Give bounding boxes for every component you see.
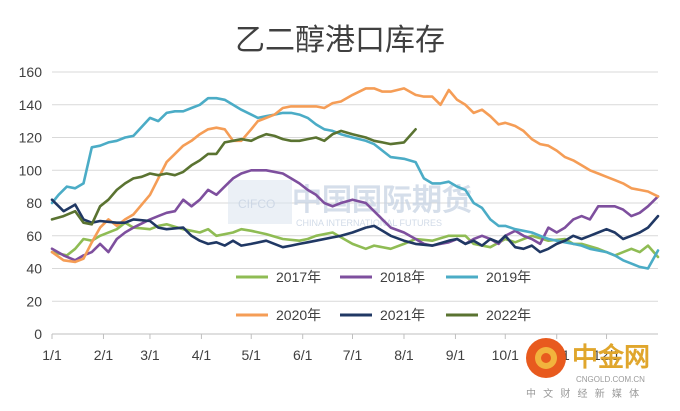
legend-label: 2020年: [276, 307, 321, 323]
x-tick-label: 10/1: [492, 347, 519, 363]
y-tick-label: 100: [19, 162, 43, 178]
legend-label: 2017年: [276, 269, 321, 285]
y-tick-label: 80: [26, 195, 42, 211]
x-tick-label: 12/1: [593, 347, 620, 363]
y-tick-label: 120: [19, 130, 43, 146]
x-tick-label: 2/1: [94, 347, 114, 363]
x-tick-label: 1/1: [42, 347, 62, 363]
series-line-2022年: [50, 128, 417, 226]
series-line-2017年: [50, 221, 660, 259]
x-tick-label: 4/1: [192, 347, 212, 363]
x-tick-label: 3/1: [140, 347, 160, 363]
y-tick-label: 140: [19, 97, 43, 113]
y-tick-label: 40: [26, 261, 42, 277]
cifco-chinese: 中国国际期货: [292, 183, 472, 218]
x-tick-label: 9/1: [446, 347, 466, 363]
y-tick-label: 0: [34, 326, 42, 342]
y-tick-label: 160: [19, 64, 43, 80]
x-tick-label: 7/1: [343, 347, 363, 363]
watermark-cifco: CIFCO 中国国际期货 CHINA INTERNATIONAL FUTURES: [228, 180, 472, 228]
y-tick-label: 20: [26, 293, 42, 309]
series-line-2021年: [50, 198, 660, 254]
legend-label: 2022年: [486, 307, 531, 323]
x-tick-label: 6/1: [293, 347, 313, 363]
chart-title: 乙二醇港口库存: [235, 23, 445, 58]
series-line-2018年: [50, 169, 660, 262]
watermark-cngold: 中金网 CNGOLD.COM.CN 中 文 财 经 新 媒 体: [526, 338, 650, 400]
series-line-2019年: [50, 96, 660, 270]
legend: 2017年 2018年 2019年 2020年 2021年 2022年: [236, 269, 531, 323]
cifco-logo-block: [228, 180, 292, 224]
series-lines: [50, 87, 660, 270]
legend-label: 2018年: [380, 269, 425, 285]
legend-label: 2021年: [380, 307, 425, 323]
cngold-url: CNGOLD.COM.CN: [576, 375, 645, 384]
y-tick-label: 60: [26, 228, 42, 244]
x-tick-label: 8/1: [394, 347, 414, 363]
cngold-brand: 中金网: [572, 342, 650, 373]
cngold-logo-core: [541, 353, 551, 363]
legend-label: 2019年: [486, 269, 531, 285]
x-tick-label: 5/1: [241, 347, 261, 363]
cngold-slogan: 中 文 财 经 新 媒 体: [526, 387, 641, 400]
cifco-english: CHINA INTERNATIONAL FUTURES: [296, 218, 442, 228]
cifco-latin: CIFCO: [238, 197, 275, 211]
series-line-2020年: [50, 87, 660, 264]
